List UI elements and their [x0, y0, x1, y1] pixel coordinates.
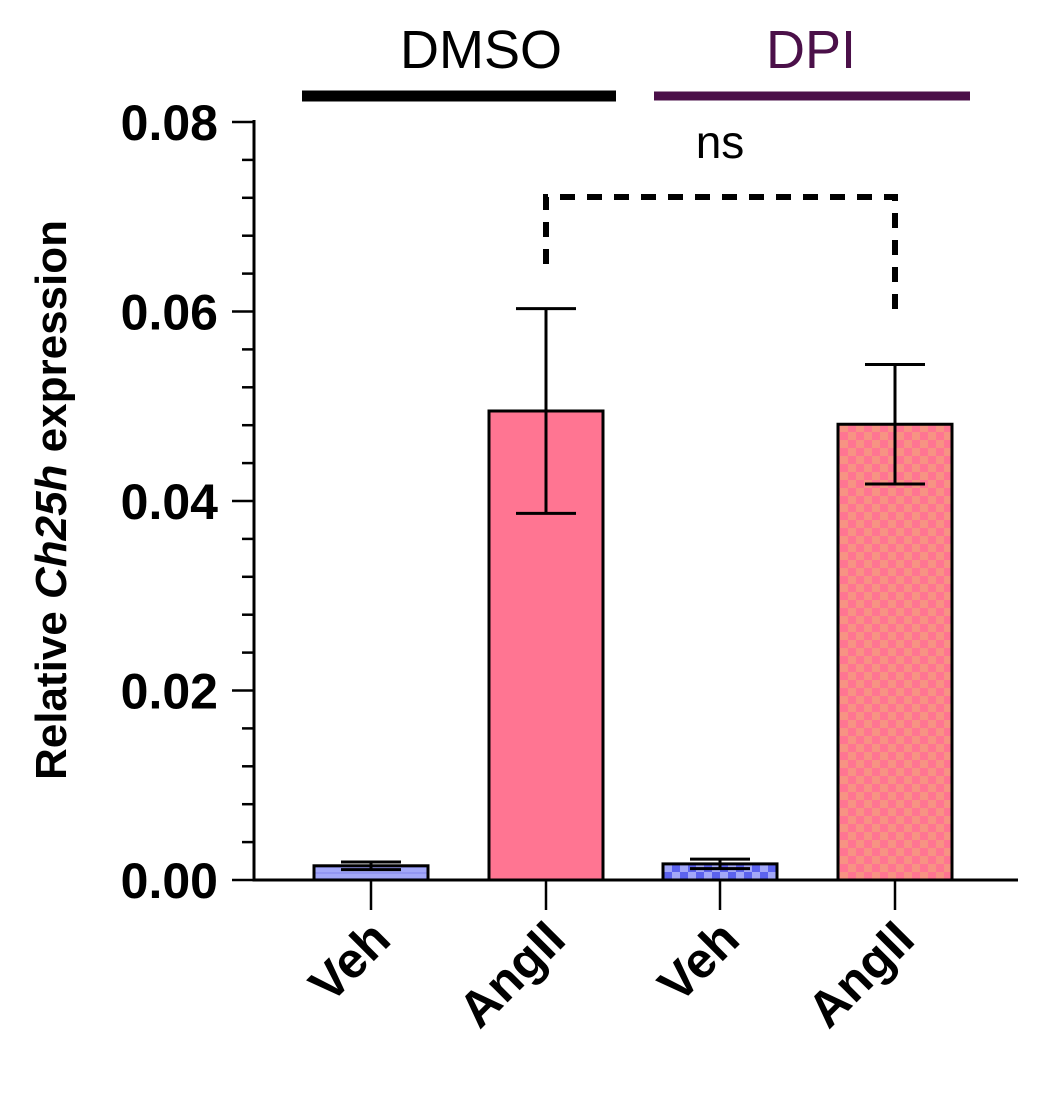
y-tick-label: 0.06: [121, 285, 218, 341]
group-label-dpi: DPI: [766, 20, 856, 80]
significance-bracket: ns: [543, 116, 898, 318]
y-ticks: 0.00 0.02 0.04 0.06 0.08: [121, 95, 254, 909]
significance-bracket-line: [543, 194, 898, 318]
y-tick-label: 0.04: [121, 474, 219, 530]
bars: [312, 307, 954, 882]
y-tick-label: 0.00: [121, 853, 218, 909]
x-tick-label: AngII: [448, 910, 576, 1038]
y-axis-label: Relative Ch25h expression: [27, 220, 76, 780]
x-tick-label: Veh: [647, 910, 749, 1012]
bar-angii-4: [836, 422, 954, 882]
y-axis-label-suffix: expression: [27, 220, 76, 465]
group-label-dmso: DMSO: [400, 20, 562, 80]
x-tick-label: Veh: [298, 910, 400, 1012]
y-tick-label: 0.08: [121, 95, 218, 151]
y-axis-label-gene: Ch25h: [27, 465, 76, 599]
x-tick-label: AngII: [797, 910, 925, 1038]
y-tick-label: 0.02: [121, 664, 218, 720]
significance-label: ns: [696, 116, 745, 168]
x-categories: Veh AngII Veh AngII: [298, 880, 925, 1038]
y-axis-label-prefix: Relative: [27, 599, 76, 780]
